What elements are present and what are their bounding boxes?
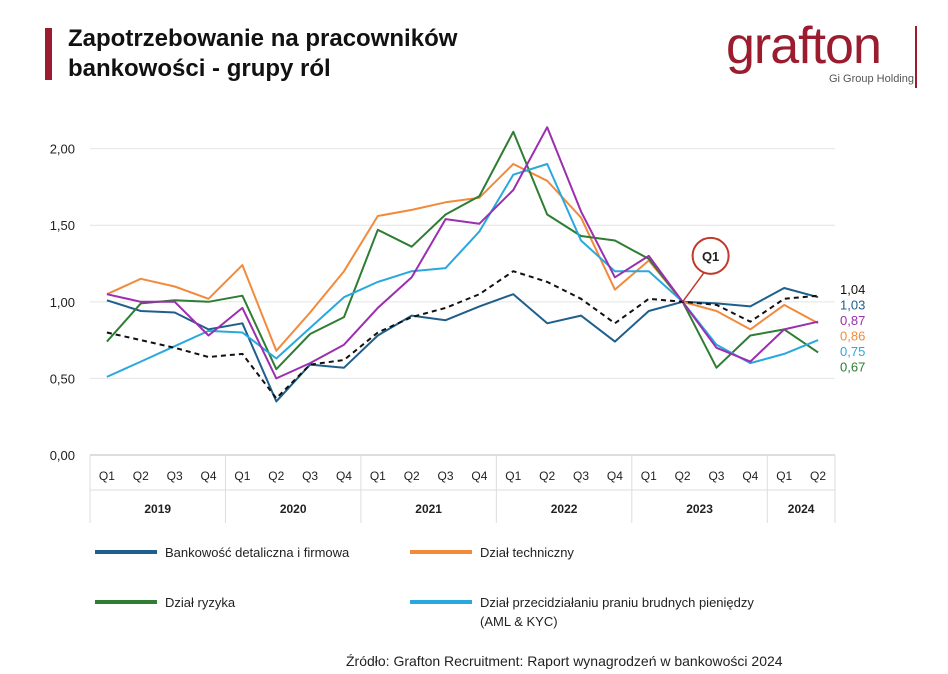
y-tick-label: 0,50 <box>50 371 75 386</box>
title-line-1: Zapotrzebowanie na pracowników <box>68 25 458 52</box>
x-tick-label: Q4 <box>742 469 758 483</box>
x-tick-label: Q2 <box>539 469 555 483</box>
x-tick-label: Q1 <box>234 469 250 483</box>
legend-swatch <box>410 600 472 604</box>
annotation-circle <box>691 236 730 275</box>
year-label: 2021 <box>415 502 442 516</box>
year-label: 2020 <box>280 502 307 516</box>
x-tick-label: Q2 <box>675 469 691 483</box>
x-tick-label: Q2 <box>268 469 284 483</box>
end-value-label: 1,04 <box>840 282 865 297</box>
x-tick-label: Q1 <box>99 469 115 483</box>
legend-label: Dział techniczny <box>480 545 574 560</box>
x-tick-label: Q1 <box>370 469 386 483</box>
x-tick-label: Q4 <box>201 469 217 483</box>
annotation-pointer <box>682 271 706 303</box>
year-label: 2022 <box>551 502 578 516</box>
end-value-label: 1,03 <box>840 298 865 313</box>
x-tick-label: Q1 <box>641 469 657 483</box>
x-tick-label: Q3 <box>438 469 454 483</box>
year-label: 2024 <box>788 502 815 516</box>
legend-swatch <box>95 600 157 604</box>
legend-swatch <box>95 550 157 554</box>
x-tick-label: Q2 <box>404 469 420 483</box>
series-line-4 <box>106 126 819 380</box>
annotation-label: Q1 <box>702 249 719 264</box>
legend-label: Dział przecidziałaniu praniu brudnych pi… <box>480 595 754 629</box>
page-title: Zapotrzebowanie na pracowników bankowośc… <box>68 24 628 84</box>
year-label: 2019 <box>144 502 171 516</box>
x-tick-label: Q3 <box>167 469 183 483</box>
series-line-5 <box>106 270 819 400</box>
end-value-label: 0,87 <box>840 313 865 328</box>
year-label: 2023 <box>686 502 713 516</box>
x-tick-label: Q2 <box>133 469 149 483</box>
grafton-logo: grafton Gi Group Holding <box>726 17 926 90</box>
end-value-label: 0,75 <box>840 344 865 359</box>
legend-label: Dział ryzyka <box>165 595 236 610</box>
title-accent-bar <box>45 28 52 80</box>
x-tick-label: Q4 <box>471 469 487 483</box>
y-tick-label: 0,00 <box>50 448 75 463</box>
x-tick-label: Q2 <box>810 469 826 483</box>
series-line-1 <box>106 163 819 352</box>
x-tick-label: Q3 <box>708 469 724 483</box>
logo-wordmark: grafton <box>726 17 882 75</box>
x-tick-label: Q1 <box>776 469 792 483</box>
legend-swatch <box>410 550 472 554</box>
logo-subtext: Gi Group Holding <box>829 73 914 85</box>
source-note: Źródło: Grafton Recruitment: Raport wyna… <box>346 653 783 669</box>
x-tick-label: Q4 <box>607 469 623 483</box>
series-line-2 <box>106 130 819 371</box>
y-tick-label: 1,50 <box>50 218 75 233</box>
logo-divider <box>915 26 917 88</box>
end-value-label: 0,86 <box>840 329 865 344</box>
x-tick-label: Q3 <box>573 469 589 483</box>
title-line-2: bankowości - grupy ról <box>68 55 331 82</box>
y-tick-label: 2,00 <box>50 142 75 157</box>
legend-label: Bankowość detaliczna i firmowa <box>165 545 350 560</box>
series-line-0 <box>106 287 819 403</box>
y-tick-label: 1,00 <box>50 295 75 310</box>
end-value-label: 0,67 <box>840 360 865 375</box>
x-tick-label: Q1 <box>505 469 521 483</box>
x-tick-label: Q4 <box>336 469 352 483</box>
x-tick-label: Q3 <box>302 469 318 483</box>
